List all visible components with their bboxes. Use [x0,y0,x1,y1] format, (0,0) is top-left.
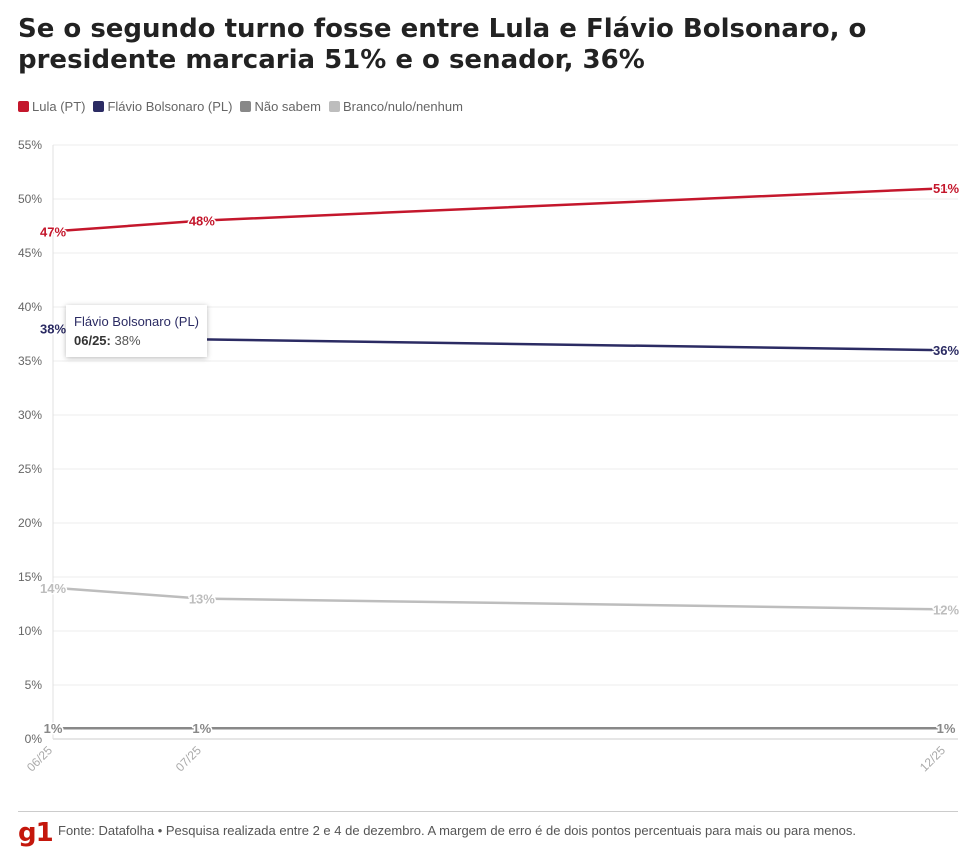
x-tick-label-1: 07/25 [173,743,204,774]
g1-logo: g1 [18,818,54,848]
data-point-3-0 [51,585,55,590]
legend-item-nao-sabem[interactable]: Não sabem [240,99,321,114]
data-point-0-2 [944,186,948,191]
data-label-0-0: 47% [40,224,66,239]
series-line-0 [52,186,947,233]
legend-label-nao-sabem: Não sabem [254,99,321,114]
legend-swatch-flavio [93,101,105,112]
legend-label-branco: Branco/nulo/nenhum [342,99,463,114]
footer-divider [18,811,958,812]
legend-item-branco[interactable]: Branco/nulo/nenhum [328,99,463,114]
y-tick-label-0: 0% [25,732,43,746]
x-tick-label-0: 06/25 [24,743,55,774]
legend-label-flavio: Flávio Bolsonaro (PL) [107,99,233,114]
tooltip-value: 38% [114,333,141,348]
chart-title: Se o segundo turno fosse entre Lula e Fl… [18,14,867,75]
data-point-0-1 [199,218,204,223]
y-tick-label-7: 35% [18,354,42,368]
legend: Lula (PT) Flávio Bolsonaro (PL) Não sabe… [18,99,463,114]
y-tick-label-6: 30% [18,408,42,422]
y-tick-label-4: 20% [18,516,42,530]
y-tick-label-5: 25% [18,462,42,476]
y-tick-label-9: 45% [18,246,42,260]
y-tick-label-8: 40% [18,300,42,314]
legend-swatch-branco [328,101,340,112]
data-label-3-0: 14% [40,581,66,596]
data-point-2-2 [944,726,948,731]
tooltip: Flávio Bolsonaro (PL) 06/25: 38% [66,305,207,357]
data-point-0-0 [51,229,55,234]
y-tick-label-2: 10% [18,624,42,638]
legend-item-flavio[interactable]: Flávio Bolsonaro (PL) [93,99,232,114]
data-point-2-0 [51,726,55,731]
legend-label-lula: Lula (PT) [32,99,86,114]
data-label-1-2: 36% [933,343,959,358]
data-point-2-1 [199,726,204,731]
data-label-3-2: 12% [933,602,959,617]
legend-swatch-nao-sabem [240,101,252,112]
legend-swatch-lula [18,101,29,112]
tooltip-series-name: Flávio Bolsonaro (PL) [74,314,199,329]
data-point-3-1 [199,596,204,601]
data-label-2-0: 1% [44,721,63,736]
data-label-2-1: 1% [192,721,211,736]
y-tick-label-11: 55% [18,138,42,152]
x-tick-label-2: 12/25 [917,743,948,774]
data-label-2-2: 1% [937,721,956,736]
data-point-3-2 [944,607,948,612]
data-point-1-0 [51,326,55,331]
tooltip-key: 06/25: [74,333,111,348]
y-tick-label-1: 5% [25,678,43,692]
data-label-0-1: 48% [189,214,215,229]
line-chart: 0% 5% 10% 15% 20% 25% 30% 35% 40% 45% 50% 55% 06/25 0… [18,138,961,774]
source-note: Fonte: Datafolha • Pesquisa realizada en… [58,823,857,838]
y-tick-label-3: 15% [18,570,42,584]
data-point-1-2 [944,348,948,353]
data-label-1-0: 38% [40,322,66,337]
data-label-0-2: 51% [933,181,959,196]
legend-item-lula[interactable]: Lula (PT) [18,99,85,114]
series-line-3 [52,586,947,611]
data-label-3-1: 13% [189,592,215,607]
y-tick-label-10: 50% [18,192,42,206]
